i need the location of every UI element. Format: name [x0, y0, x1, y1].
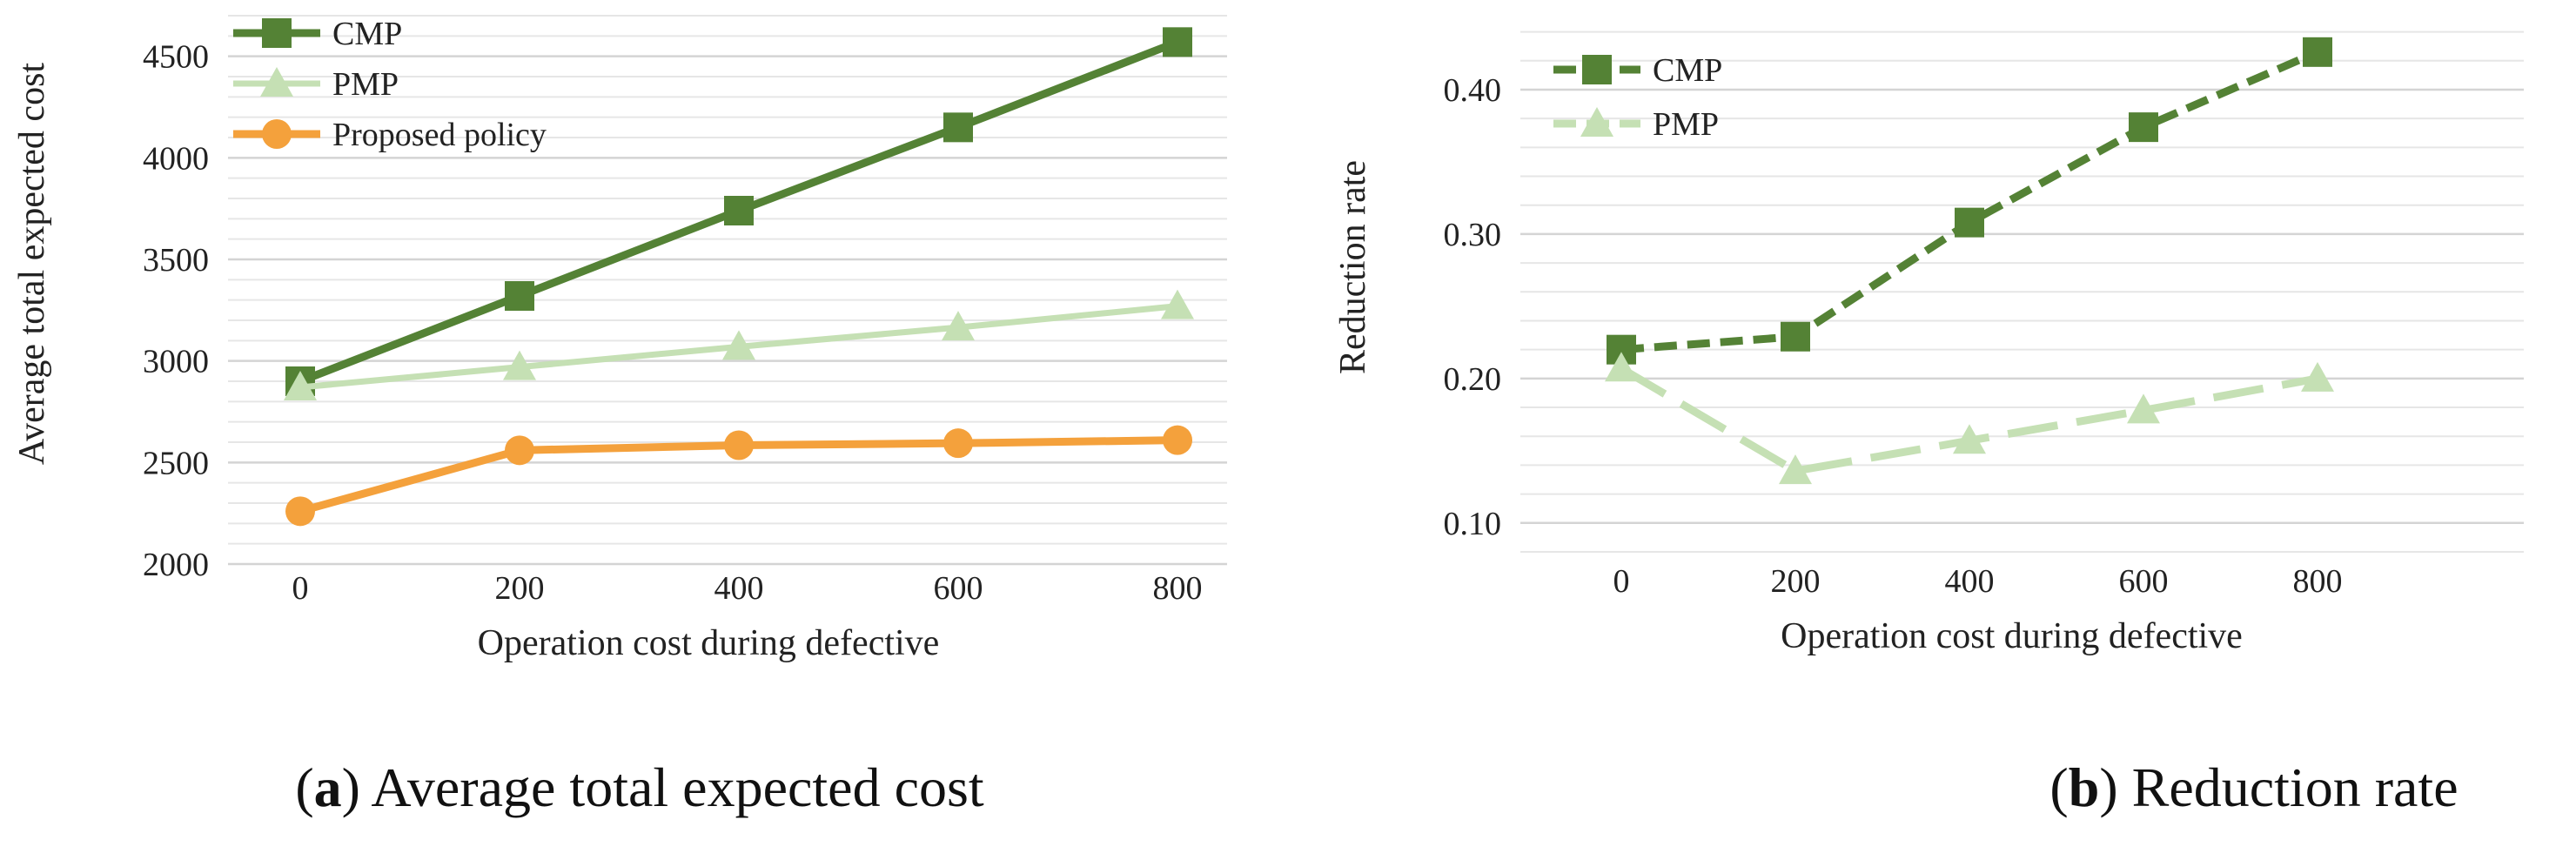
series-pmp: [1605, 352, 2334, 485]
y-axis-label: Reduction rate: [1333, 160, 1373, 374]
data-point: [1953, 424, 1986, 454]
data-point: [1163, 27, 1192, 57]
data-point: [1161, 289, 1194, 319]
data-point: [1605, 352, 1638, 382]
chart-b: 0.10 0.20 0.30 0.40 0 200 400 600 800 Operation c…: [1333, 30, 2524, 656]
data-point: [942, 311, 975, 341]
data-point: [943, 428, 973, 459]
legend-label: CMP: [1653, 52, 1722, 89]
y-tick-labels-b: 0.10 0.20 0.30 0.40: [1444, 72, 1502, 542]
data-point: [724, 196, 754, 225]
legend-marker: [260, 67, 293, 97]
x-tick-label: 400: [1945, 563, 1995, 600]
y-tick-label: 3000: [143, 344, 209, 380]
gridlines-b: [1520, 30, 2524, 553]
legend-marker: [1580, 107, 1613, 137]
data-point: [2303, 37, 2332, 67]
caption-a-text: Average total expected cost: [359, 756, 984, 818]
series-pmp: [284, 289, 1194, 400]
x-tick-label: 200: [1771, 563, 1821, 600]
x-tick-label: 600: [2119, 563, 2169, 600]
data-point: [505, 281, 534, 311]
y-tick-label: 2000: [143, 547, 209, 583]
legend-marker: [262, 18, 292, 48]
x-tick-label: 0: [1613, 563, 1630, 600]
y-tick-label: 2500: [143, 445, 209, 481]
data-point: [503, 350, 536, 380]
y-tick-labels-a: 2000 2500 3000 3500 4000 4500: [143, 39, 209, 583]
y-tick-label: 4500: [143, 39, 209, 76]
y-tick-label: 0.20: [1444, 361, 1502, 398]
data-point: [2129, 112, 2158, 143]
y-tick-label: 0.10: [1444, 506, 1502, 542]
x-tick-label: 400: [714, 570, 764, 607]
x-axis-label: Operation cost during defective: [1781, 616, 2243, 656]
caption-b-text: Reduction rate: [2117, 756, 2459, 818]
caption-b: (b) Reduction rate: [2049, 756, 2459, 818]
x-tick-labels-a: 0 200 400 600 800: [292, 570, 1203, 607]
y-axis-label: Average total expected cost: [12, 63, 52, 465]
caption-a: (a) Average total expected cost: [295, 756, 984, 818]
legend-marker: [1582, 55, 1612, 84]
x-tick-label: 800: [2293, 563, 2343, 600]
data-point: [1779, 454, 1812, 485]
legend-label: Proposed policy: [332, 117, 547, 153]
chart-panel-a: 2000 2500 3000 3500 4000 4500 0 200 400 600 800 Ope…: [0, 0, 1279, 860]
legend-marker: [262, 119, 292, 149]
legend-b: CMP PMP: [1553, 52, 1722, 143]
data-point: [1955, 207, 1984, 238]
series-line: [1619, 365, 2318, 475]
y-tick-label: 3500: [143, 242, 209, 279]
chart-a: 2000 2500 3000 3500 4000 4500 0 200 400 600 800 Ope…: [12, 15, 1227, 663]
caption-b-letter: b: [2068, 756, 2100, 818]
series-proposed-policy: [285, 425, 1192, 527]
legend-label: PMP: [332, 66, 399, 103]
series-line: [1620, 48, 2319, 354]
x-tick-label: 0: [292, 570, 309, 607]
x-tick-label: 600: [934, 570, 983, 607]
chart-panel-b: 0.10 0.20 0.30 0.40 0 200 400 600 800 Operation c…: [1305, 0, 2576, 860]
data-point: [1781, 321, 1810, 352]
data-point: [943, 112, 973, 143]
y-tick-label: 0.30: [1444, 217, 1502, 253]
data-point: [2301, 361, 2334, 392]
data-point: [724, 430, 754, 460]
x-tick-labels-b: 0 200 400 600 800: [1613, 563, 2343, 600]
y-tick-label: 0.40: [1444, 72, 1502, 109]
data-point: [505, 435, 534, 466]
x-tick-label: 200: [495, 570, 545, 607]
x-axis-label: Operation cost during defective: [478, 623, 940, 663]
legend-a: CMP PMP Proposed policy: [233, 16, 547, 153]
y-tick-label: 4000: [143, 140, 209, 177]
data-point: [2127, 393, 2160, 424]
data-point: [722, 330, 755, 360]
legend-label: CMP: [332, 16, 402, 52]
data-point: [285, 496, 315, 527]
data-point: [1163, 425, 1192, 455]
data-point: [284, 371, 317, 400]
caption-a-letter: a: [313, 756, 342, 818]
x-tick-label: 800: [1153, 570, 1203, 607]
legend-label: PMP: [1653, 106, 1719, 143]
